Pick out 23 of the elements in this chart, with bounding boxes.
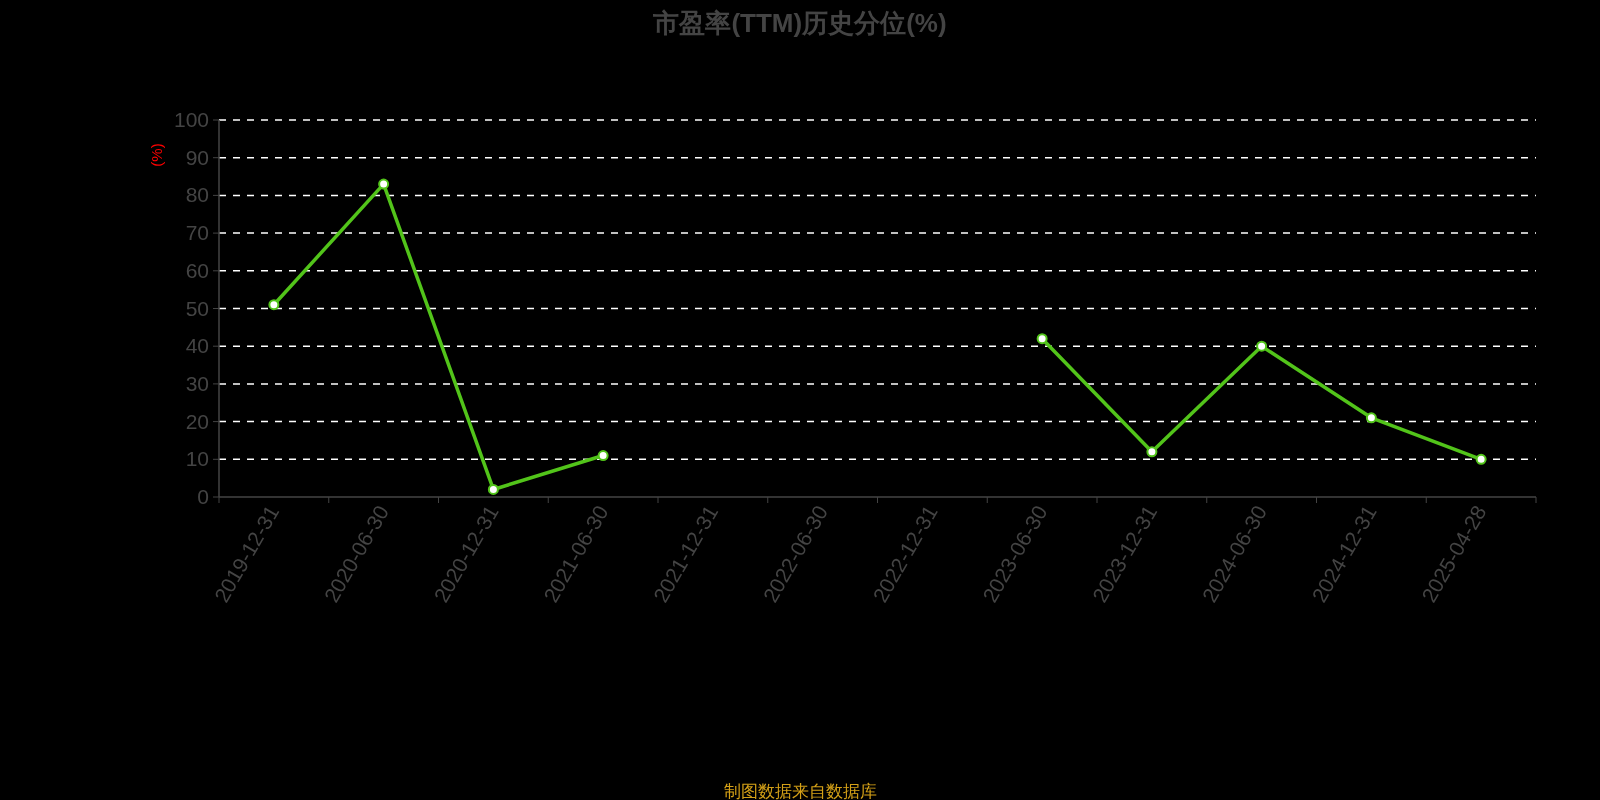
y-tick-label: 100 (173, 108, 209, 131)
y-tick-label: 50 (185, 296, 209, 320)
y-tick-label: 30 (185, 371, 209, 395)
point (378, 178, 390, 190)
y-tick-label: 0 (197, 485, 209, 508)
chart-title: 市盈率(TTM)历史分位(%) (652, 8, 947, 38)
y-tick-label: 60 (185, 258, 209, 282)
point (487, 483, 499, 495)
point (1036, 333, 1048, 345)
point (597, 450, 609, 462)
y-tick-label: 10 (185, 447, 209, 471)
y-tick-label: 80 (185, 183, 209, 207)
point (1475, 453, 1487, 465)
point (1146, 446, 1158, 458)
point (1256, 340, 1268, 352)
y-axis-title: (%) (148, 143, 165, 167)
point (268, 299, 280, 311)
y-tick-label: 20 (185, 409, 209, 433)
text: 制图数据来自数据库 (723, 782, 877, 800)
y-tick-label: 70 (185, 221, 209, 245)
y-tick-label: 90 (185, 145, 209, 169)
point (1365, 412, 1377, 424)
y-tick-label: 40 (185, 334, 209, 358)
